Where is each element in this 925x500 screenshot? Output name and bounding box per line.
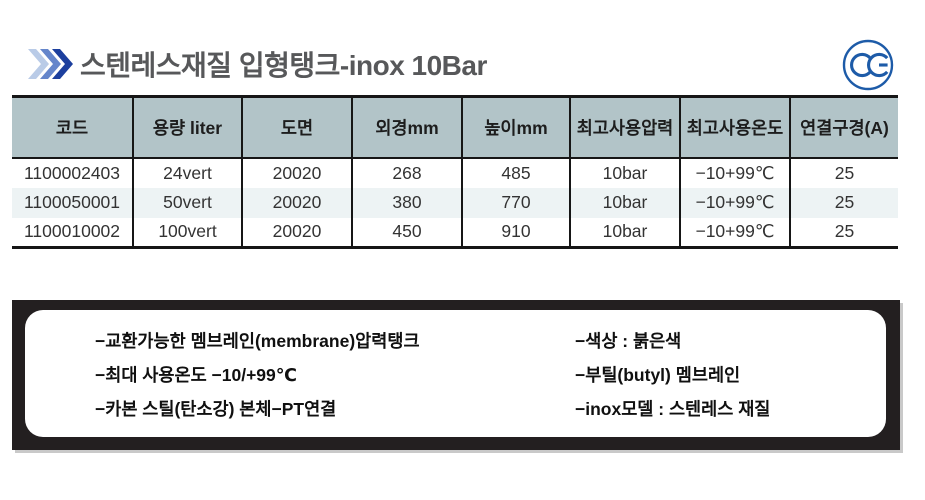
header-max-temp: 최고사용온도: [680, 96, 791, 159]
cell-code: 1100050001: [12, 187, 134, 218]
feature-item: −inox모델 : 스텐레스 재질: [575, 399, 771, 419]
cell-max-temp: −10+99℃: [680, 217, 791, 248]
cell-max-pressure: 10bar: [570, 157, 681, 188]
cell-code: 1100002403: [12, 157, 134, 188]
cell-max-temp: −10+99℃: [680, 157, 791, 188]
table-row: 1100010002 100vert 20020 450 910 10bar −…: [12, 217, 898, 248]
feature-item: −부틸(butyl) 멤브레인: [575, 365, 741, 385]
feature-item: −카본 스틸(탄소강) 본체−PT연결: [95, 399, 337, 419]
cell-capacity: 100vert: [133, 217, 243, 248]
spec-table: 코드 용량 liter 도면 외경mm 높이mm 최고사용압력 최고사용온도 연…: [12, 95, 898, 249]
cell-connection: 25: [790, 187, 898, 218]
feature-note-inner: −교환가능한 멤브레인(membrane)압력탱크 −최대 사용온도 −10/+…: [25, 310, 886, 437]
feature-note-box: −교환가능한 멤브레인(membrane)압력탱크 −최대 사용온도 −10/+…: [12, 300, 900, 450]
feature-item: −최대 사용온도 −10/+99℃: [95, 365, 297, 385]
feature-item: −색상 : 붉은색: [575, 331, 682, 351]
header-connection: 연결구경(A): [790, 96, 898, 159]
cell-outer-diam: 380: [352, 187, 463, 218]
cell-height: 485: [462, 157, 571, 188]
ce-certification-icon: [842, 39, 894, 91]
header-height: 높이mm: [462, 96, 571, 159]
feature-list-left: −교환가능한 멤브레인(membrane)압력탱크 −최대 사용온도 −10/+…: [95, 324, 575, 426]
cell-drawing: 20020: [242, 157, 353, 188]
cell-drawing: 20020: [242, 217, 353, 248]
header-capacity: 용량 liter: [133, 96, 243, 159]
table-row: 1100002403 24vert 20020 268 485 10bar −1…: [12, 157, 898, 188]
cell-height: 770: [462, 187, 571, 218]
cell-max-pressure: 10bar: [570, 217, 681, 248]
feature-item: −교환가능한 멤브레인(membrane)압력탱크: [95, 331, 420, 351]
cell-capacity: 50vert: [133, 187, 243, 218]
cell-connection: 25: [790, 217, 898, 248]
feature-list-right: −색상 : 붉은색 −부틸(butyl) 멤브레인 −inox모델 : 스텐레스…: [575, 324, 770, 426]
cell-max-pressure: 10bar: [570, 187, 681, 218]
cell-height: 910: [462, 217, 571, 248]
header-code: 코드: [12, 96, 134, 159]
cell-connection: 25: [790, 157, 898, 188]
triple-chevron-icon: [28, 49, 73, 79]
header-outer-diam: 외경mm: [352, 96, 463, 159]
cell-outer-diam: 450: [352, 217, 463, 248]
header-drawing: 도면: [242, 96, 353, 159]
cell-outer-diam: 268: [352, 157, 463, 188]
cell-code: 1100010002: [12, 217, 134, 248]
cell-capacity: 24vert: [133, 157, 243, 188]
cell-max-temp: −10+99℃: [680, 187, 791, 218]
table-header-row: 코드 용량 liter 도면 외경mm 높이mm 최고사용압력 최고사용온도 연…: [12, 96, 898, 159]
page-title: 스텐레스재질 입형탱크-inox 10Bar: [80, 50, 487, 81]
header-max-pressure: 최고사용압력: [570, 96, 681, 159]
table-row: 1100050001 50vert 20020 380 770 10bar −1…: [12, 187, 898, 218]
cell-drawing: 20020: [242, 187, 353, 218]
